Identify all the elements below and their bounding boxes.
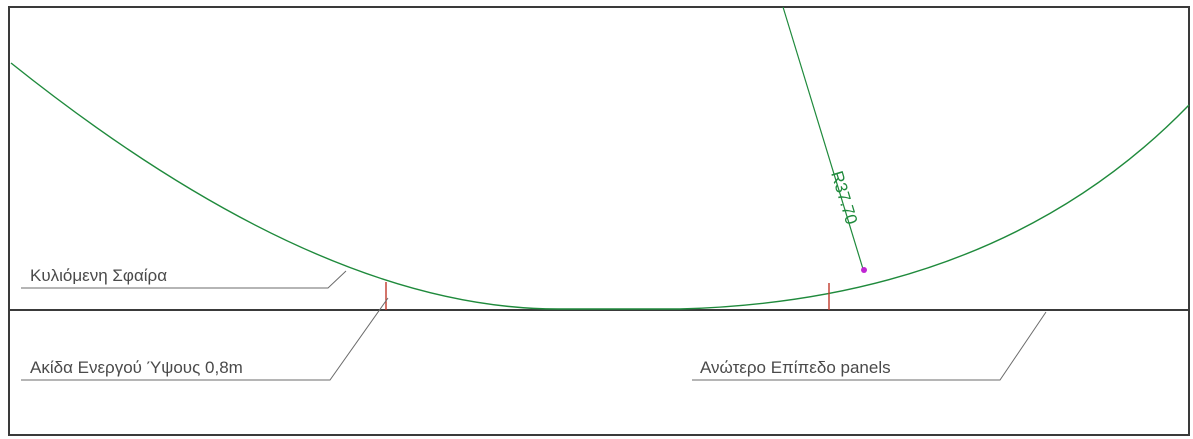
rolling-sphere-leader xyxy=(21,270,347,289)
tangent-point-marker xyxy=(861,267,867,273)
radius-dimension-line xyxy=(782,6,864,270)
rolling-sphere-label: Κυλιόμενη Σφαίρα xyxy=(30,266,167,285)
radius-label: R37.70 xyxy=(827,169,861,227)
drawing-frame xyxy=(8,6,1190,436)
rolling-sphere-arc xyxy=(10,62,1190,310)
air-terminal-leader xyxy=(21,297,389,381)
panels-level-leader xyxy=(692,311,1047,381)
panels-level-label: Ανώτερο Επίπεδο panels xyxy=(700,358,891,377)
air-terminal-label: Ακίδα Ενεργού Ύψους 0,8m xyxy=(30,358,243,377)
